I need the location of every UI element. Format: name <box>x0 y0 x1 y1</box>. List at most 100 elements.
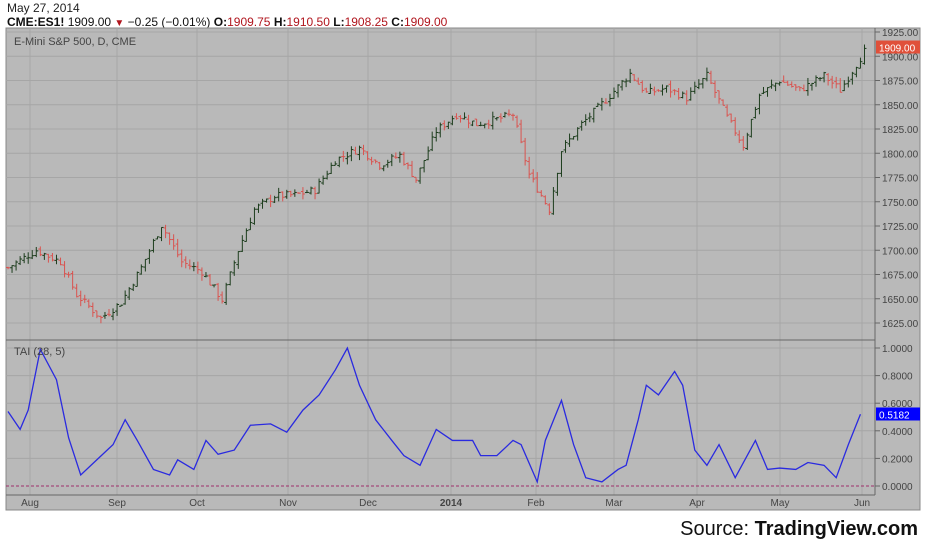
high-value: 1910.50 <box>286 15 330 29</box>
ohlc-bar <box>850 71 855 85</box>
ohlc-bar <box>232 260 237 276</box>
ohlc-bar <box>696 79 701 90</box>
ohlc-bar <box>337 156 342 168</box>
ohlc-bar <box>296 192 301 194</box>
ohlc-bar <box>761 86 766 95</box>
ohlc-bar <box>195 261 200 274</box>
last-indicator-label: 0.5182 <box>879 410 910 421</box>
ohlc-bar <box>769 79 774 89</box>
ohlc-bar <box>284 189 289 199</box>
ohlc-bar <box>603 98 608 104</box>
ohlc-bar <box>822 71 827 83</box>
ohlc-bar <box>704 67 709 82</box>
ohlc-bar <box>220 291 225 304</box>
ohlc-bar <box>127 287 132 300</box>
close-value: 1909.00 <box>403 15 448 29</box>
price-tick-label: 1875.00 <box>882 77 919 88</box>
ohlc-bar <box>26 252 31 264</box>
ohlc-bar <box>78 290 83 307</box>
source-brand: TradingView.com <box>754 518 918 540</box>
source-prefix: Source: <box>680 518 755 540</box>
ohlc-bar <box>527 156 532 179</box>
ohlc-bar <box>583 114 588 126</box>
ohlc-bar <box>288 190 293 197</box>
ohlc-bar <box>498 113 503 123</box>
price-tick-label: 1900.00 <box>882 52 919 63</box>
time-axis-label: Apr <box>689 498 705 509</box>
ohlc-bar <box>450 115 455 126</box>
ohlc-bar <box>369 156 374 165</box>
ohlc-bar <box>862 44 867 65</box>
ohlc-bar <box>268 194 273 208</box>
last-price-badge <box>876 40 920 54</box>
ohlc-bar <box>119 304 124 307</box>
ohlc-bar <box>543 195 548 205</box>
ohlc-bar <box>191 262 196 272</box>
ohlc-bar <box>753 106 758 119</box>
ohlc-bar <box>595 102 600 107</box>
ohlc-bar <box>567 133 572 147</box>
ohlc-bar <box>628 68 633 84</box>
ohlc-bar <box>365 151 370 161</box>
ohlc-bar <box>94 310 99 319</box>
ohlc-bar <box>777 81 782 86</box>
ohlc-bar <box>98 315 103 324</box>
ohlc-bar <box>757 93 762 115</box>
ohlc-bar <box>317 178 322 194</box>
ohlc-bar <box>616 84 621 98</box>
time-axis-label: Mar <box>605 498 623 509</box>
main-series-title: E-Mini S&P 500, D, CME <box>14 36 136 48</box>
ohlc-bar <box>276 187 281 202</box>
ohlc-bar <box>163 224 168 239</box>
ohlc-bar <box>717 90 722 104</box>
ohlc-bar <box>620 79 625 91</box>
ohlc-bar <box>123 290 128 305</box>
ohlc-bar <box>555 172 560 196</box>
ohlc-bar <box>519 119 524 144</box>
ohlc-bar <box>793 84 798 91</box>
ohlc-bar <box>30 250 35 260</box>
ohlc-bar <box>652 86 657 96</box>
ohlc-bar <box>175 238 180 258</box>
indicator-tick-label: 1.0000 <box>882 344 913 355</box>
time-axis-label: Dec <box>359 498 377 509</box>
ohlc-bar <box>785 80 790 86</box>
ohlc-bar <box>111 308 116 321</box>
ohlc-bar <box>838 78 843 93</box>
ohlc-bar <box>280 191 285 202</box>
open-label: O: <box>213 15 228 29</box>
ohlc-bar <box>70 270 75 290</box>
ohlc-bar <box>547 203 552 216</box>
ohlc-bar <box>385 159 390 168</box>
ohlc-bar <box>805 77 810 96</box>
ohlc-bar <box>171 234 176 250</box>
ohlc-bar <box>660 84 665 96</box>
ohlc-bar <box>131 283 136 291</box>
ohlc-bar <box>733 117 738 136</box>
ohlc-bar <box>199 267 204 281</box>
price-tick-label: 1625.00 <box>882 319 919 330</box>
ohlc-bar <box>789 81 794 88</box>
ohlc-bar <box>260 198 265 209</box>
last-indicator-badge <box>876 407 920 421</box>
ohlc-bar <box>551 187 556 215</box>
ohlc-bar <box>478 121 483 127</box>
price-tick-label: 1750.00 <box>882 198 919 209</box>
ohlc-bar <box>474 118 479 127</box>
low-value: 1908.25 <box>344 15 388 29</box>
ohlc-bar <box>139 264 144 275</box>
chart-date: May 27, 2014 <box>7 1 80 15</box>
ohlc-bar <box>818 77 823 82</box>
ohlc-bar <box>46 253 51 263</box>
ohlc-bar <box>490 111 495 130</box>
quote-line: CME:ES1! 1909.00 ▼ −0.25 (−0.01%) O:1909… <box>7 15 447 29</box>
ohlc-bar <box>272 195 277 203</box>
ohlc-bar <box>418 167 423 184</box>
ohlc-bar <box>74 283 79 298</box>
ohlc-bar <box>668 80 673 98</box>
ohlc-bar <box>309 186 313 195</box>
ohlc-bar <box>155 236 160 240</box>
ohlc-bar <box>82 294 87 304</box>
ohlc-bar <box>656 89 661 92</box>
